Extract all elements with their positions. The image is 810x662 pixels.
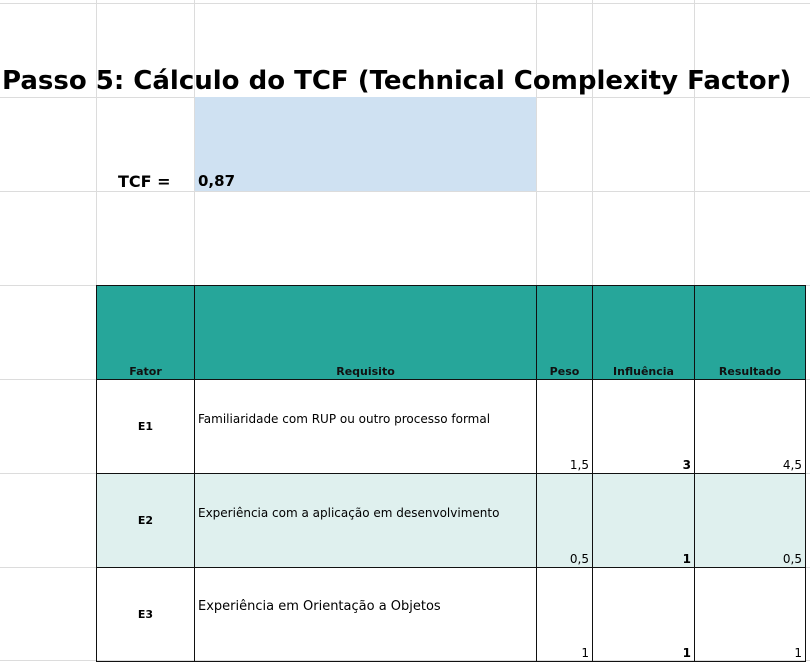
table-row-e1-resultado[interactable]: 4,5 [695,380,806,474]
table-row-e2-peso[interactable]: 0,5 [537,474,593,568]
table-row-e1-fator[interactable]: E1 [96,380,195,474]
peso-value: 0,5 [569,552,589,566]
table-row-e3-resultado[interactable]: 1 [695,568,806,662]
requisito-text: Experiência com a aplicação em desenvolv… [198,506,500,520]
table-row-e1-peso[interactable]: 1,5 [537,380,593,474]
fator-label: E3 [137,608,154,621]
requisito-text: Experiência em Orientação a Objetos [198,599,441,614]
tcf-value-cell[interactable] [195,97,536,191]
gridline [0,191,810,192]
header-label: Requisito [336,365,395,378]
fator-label: E1 [137,420,154,433]
header-label: Peso [549,365,580,378]
table-row-e3-requisito[interactable]: Experiência em Orientação a Objetos [195,568,537,662]
page-title[interactable]: Passo 5: Cálculo do TCF (Technical Compl… [2,66,792,96]
header-label: Resultado [718,365,782,378]
table-row-e3-fator[interactable]: E3 [96,568,195,662]
table-row-e3-influencia[interactable]: 1 [593,568,695,662]
table-row-e1-requisito[interactable]: Familiaridade com RUP ou outro processo … [195,380,537,474]
table-row-e2-influencia[interactable]: 1 [593,474,695,568]
gridline [0,3,810,4]
header-cell-influencia[interactable]: Influência [593,285,695,380]
resultado-value: 1 [794,646,802,660]
header-label: Fator [129,365,162,378]
resultado-value: 0,5 [782,552,802,566]
gridline [0,660,810,661]
table-row-e2-fator[interactable]: E2 [96,474,195,568]
header-label: Influência [613,365,674,378]
tcf-label[interactable]: TCF = [118,172,171,191]
influencia-value: 1 [682,552,691,566]
tcf-value[interactable]: 0,87 [198,172,236,190]
peso-value: 1 [581,646,589,660]
table-row-e2-resultado[interactable]: 0,5 [695,474,806,568]
header-cell-peso[interactable]: Peso [537,285,593,380]
peso-value: 1,5 [569,458,589,472]
resultado-value: 4,5 [782,458,802,472]
header-cell-requisito[interactable]: Requisito [195,285,537,380]
header-cell-resultado[interactable]: Resultado [695,285,806,380]
header-cell-fator[interactable]: Fator [96,285,195,380]
table-row-e1-influencia[interactable]: 3 [593,380,695,474]
influencia-value: 1 [682,646,691,660]
requisito-text: Familiaridade com RUP ou outro processo … [198,412,491,426]
table-row-e3-peso[interactable]: 1 [537,568,593,662]
table-row-e2-requisito[interactable]: Experiência com a aplicação em desenvolv… [195,474,537,568]
fator-label: E2 [137,514,154,527]
influencia-value: 3 [682,458,691,472]
